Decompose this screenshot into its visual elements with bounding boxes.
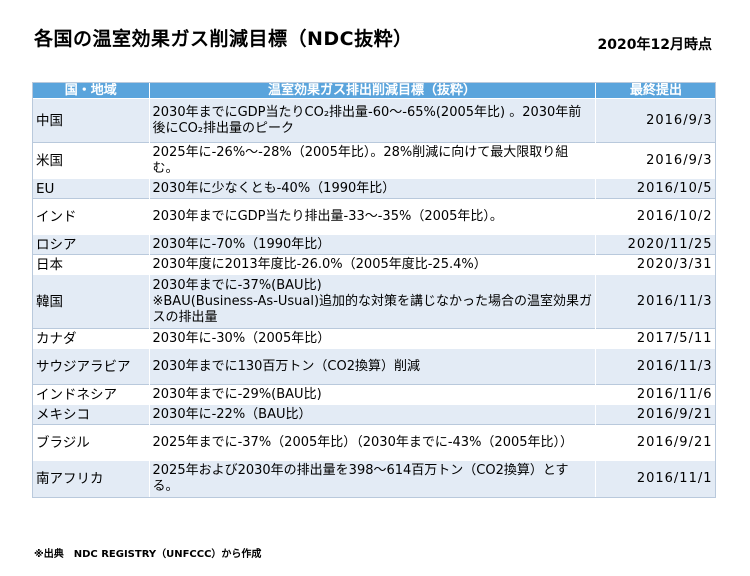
row-country: EU: [33, 178, 150, 199]
table-row: ロシア 2030年に-70%（1990年比） 2020/11/25: [33, 234, 715, 255]
row-goal: 2030年までにGDP当たりCO₂排出量-60〜-65%(2005年比) 。20…: [149, 98, 596, 143]
header-country: 国・地域: [33, 83, 150, 99]
table-row: カナダ 2030年に-30%（2005年比） 2017/5/11: [33, 328, 715, 349]
row-date: 2016/11/3: [595, 348, 715, 385]
row-goal: 2030年に少なくとも-40%（1990年比）: [149, 178, 596, 199]
table-row: サウジアラビア 2030年までに130百万トン（CO2換算）削減 2016/11…: [33, 348, 715, 385]
table-row: ブラジル 2025年までに-37%（2005年比）（2030年までに-43%（2…: [33, 424, 715, 461]
row-date: 2017/5/11: [595, 328, 715, 349]
ndc-table: 国・地域 温室効果ガス排出削減目標（抜粋） 最終提出 中国 2030年までにGD…: [32, 82, 716, 498]
row-goal: 2030年までに130百万トン（CO2換算）削減: [149, 348, 596, 385]
row-date: 2016/9/21: [595, 404, 715, 425]
row-country: ブラジル: [33, 424, 150, 461]
table-row: 日本 2030年度に2013年度比-26.0%（2005年度比-25.4%） 2…: [33, 254, 715, 275]
row-goal: 2025年および2030年の排出量を398〜614百万トン（CO2換算）とする。: [149, 460, 596, 497]
row-date: 2016/9/21: [595, 424, 715, 461]
row-goal: 2030年に-70%（1990年比）: [149, 234, 596, 255]
row-country: サウジアラビア: [33, 348, 150, 385]
row-date: 2020/3/31: [595, 254, 715, 275]
row-goal: 2030年に-30%（2005年比）: [149, 328, 596, 349]
header-goal: 温室効果ガス排出削減目標（抜粋）: [149, 83, 596, 99]
header-date: 最終提出: [595, 83, 715, 99]
row-country: インドネシア: [33, 384, 150, 405]
table-row: EU 2030年に少なくとも-40%（1990年比） 2016/10/5: [33, 178, 715, 199]
row-country: カナダ: [33, 328, 150, 349]
table-row: 中国 2030年までにGDP当たりCO₂排出量-60〜-65%(2005年比) …: [33, 98, 715, 143]
row-country: 中国: [33, 98, 150, 143]
source-note: ※出典 NDC REGISTRY（UNFCCC）から作成: [34, 549, 262, 560]
row-goal: 2025年に-26%〜-28%（2005年比）。28%削減に向けて最大限取り組む…: [149, 142, 596, 179]
row-date: 2016/11/6: [595, 384, 715, 405]
row-date: 2016/9/3: [595, 142, 715, 179]
table-header-row: 国・地域 温室効果ガス排出削減目標（抜粋） 最終提出: [33, 83, 715, 99]
row-goal: 2030年までにGDP当たり排出量-33〜-35%（2005年比）。: [149, 198, 596, 235]
table-row: メキシコ 2030年に-22%（BAU比） 2016/9/21: [33, 404, 715, 425]
row-date: 2016/11/1: [595, 460, 715, 497]
row-goal: 2030年までに-29%(BAU比): [149, 384, 596, 405]
table-row: 南アフリカ 2025年および2030年の排出量を398〜614百万トン（CO2換…: [33, 460, 715, 497]
row-goal: 2025年までに-37%（2005年比）（2030年までに-43%（2005年比…: [149, 424, 596, 461]
row-country: メキシコ: [33, 404, 150, 425]
row-country: 米国: [33, 142, 150, 179]
row-country: インド: [33, 198, 150, 235]
table-row: 米国 2025年に-26%〜-28%（2005年比）。28%削減に向けて最大限取…: [33, 142, 715, 179]
table-row: インドネシア 2030年までに-29%(BAU比) 2016/11/6: [33, 384, 715, 405]
row-date: 2016/10/5: [595, 178, 715, 199]
row-country: 南アフリカ: [33, 460, 150, 497]
row-date: 2020/11/25: [595, 234, 715, 255]
row-goal: 2030年までに-37%(BAU比) ※BAU(Business-As-Usua…: [149, 274, 596, 329]
as-of-date: 2020年12月時点: [597, 37, 712, 53]
table-row: インド 2030年までにGDP当たり排出量-33〜-35%（2005年比）。 2…: [33, 198, 715, 235]
row-date: 2016/11/3: [595, 274, 715, 329]
row-country: 日本: [33, 254, 150, 275]
row-goal: 2030年に-22%（BAU比）: [149, 404, 596, 425]
row-date: 2016/10/2: [595, 198, 715, 235]
row-goal: 2030年度に2013年度比-26.0%（2005年度比-25.4%）: [149, 254, 596, 275]
table-row: 韓国 2030年までに-37%(BAU比) ※BAU(Business-As-U…: [33, 274, 715, 329]
row-country: ロシア: [33, 234, 150, 255]
row-country: 韓国: [33, 274, 150, 329]
row-date: 2016/9/3: [595, 98, 715, 143]
page-title: 各国の温室効果ガス削減目標（NDC抜粋）: [34, 28, 413, 50]
